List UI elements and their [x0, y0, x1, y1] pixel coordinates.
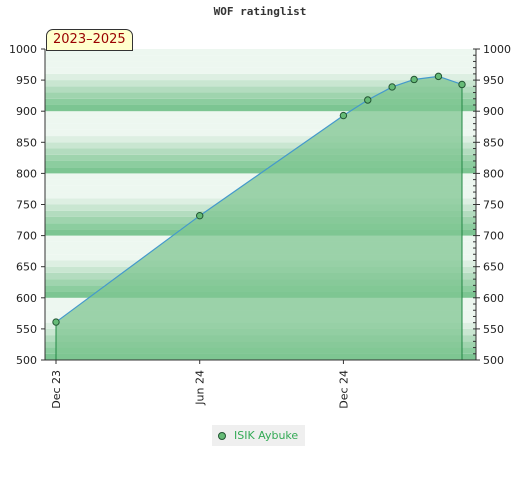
y-tick-label-left: 600 — [16, 292, 37, 305]
data-point — [434, 72, 443, 81]
y-tick-label-left: 750 — [16, 199, 37, 212]
y-tick-label-left: 950 — [16, 74, 37, 87]
y-tick-label-right: 800 — [483, 167, 504, 180]
legend-marker-icon — [218, 431, 226, 440]
band — [45, 129, 476, 137]
band — [45, 160, 476, 168]
chart-title: WOF ratinglist — [213, 5, 307, 18]
data-point — [52, 318, 60, 326]
data-point — [364, 96, 372, 104]
y-tick-label-right: 850 — [483, 136, 504, 149]
y-tick-label-right: 900 — [483, 105, 504, 118]
y-tick-label-right: 950 — [483, 74, 504, 87]
y-tick-label-left: 550 — [16, 323, 37, 336]
band — [45, 123, 476, 130]
band — [45, 136, 476, 143]
x-tick-label: Jun 24 — [194, 370, 207, 406]
data-points — [52, 72, 466, 326]
y-tick-label-left: 1000 — [9, 43, 37, 56]
y-tick-label-right: 750 — [483, 199, 504, 212]
band — [45, 142, 476, 149]
band — [45, 61, 476, 68]
band — [45, 86, 476, 93]
series-area-fill — [56, 76, 462, 361]
band — [45, 154, 476, 161]
band — [45, 80, 476, 87]
data-point — [196, 211, 204, 220]
y-tick-label-right: 550 — [483, 323, 504, 336]
band — [45, 73, 476, 81]
y-tick-label-right: 500 — [483, 354, 504, 367]
legend[interactable]: ISIK Aybuke — [212, 425, 306, 446]
period-badge: 2023–2025 — [46, 29, 133, 51]
band — [45, 117, 476, 124]
y-tick-label-left: 650 — [16, 261, 37, 274]
axes: 500 500 550 550 600 600 650 650 700 700 750 750 800 8… — [9, 43, 511, 409]
y-tick-label-right: 600 — [483, 292, 504, 305]
band — [45, 104, 476, 112]
series-area — [55, 76, 463, 361]
x-tick-label: Dec 23 — [50, 370, 63, 409]
band — [45, 49, 476, 56]
y-tick-label-left: 700 — [16, 230, 37, 243]
band — [45, 111, 476, 118]
y-tick-label-left: 800 — [16, 167, 37, 180]
series-line-path — [55, 75, 463, 323]
y-tick-label-right: 1000 — [483, 43, 511, 56]
data-point — [410, 75, 418, 84]
y-tick-label-left: 500 — [16, 354, 37, 367]
x-tick-label: Dec 24 — [337, 370, 350, 409]
band — [45, 167, 476, 174]
data-point — [339, 111, 348, 120]
band — [45, 92, 476, 99]
data-point — [458, 80, 466, 89]
y-tick-label-left: 900 — [16, 105, 37, 118]
legend-label: ISIK Aybuke — [234, 429, 299, 442]
band — [45, 98, 476, 105]
y-tick-label-right: 700 — [483, 230, 504, 243]
y-tick-label-right: 650 — [483, 261, 504, 274]
band — [45, 148, 476, 155]
y-tick-label-left: 850 — [16, 136, 37, 149]
band — [45, 55, 476, 62]
data-point — [388, 83, 396, 91]
band — [45, 67, 476, 74]
series-line — [55, 75, 463, 323]
